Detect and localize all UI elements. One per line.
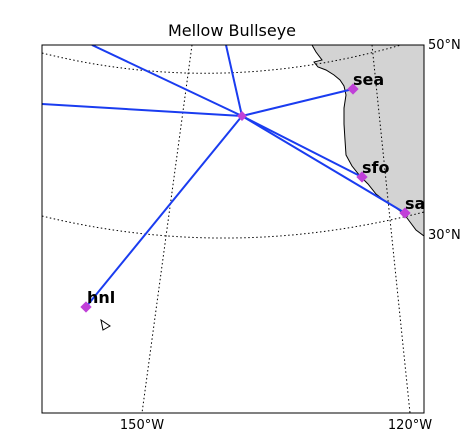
city-label-san: san [405,194,437,213]
route-line-north [225,45,243,117]
city-marker-sfo [356,171,368,183]
route-line-west [42,103,243,117]
route-line-hnl [85,115,243,308]
graticule-lat-30 [42,211,424,239]
routes-layer [42,45,406,308]
map-title: Mellow Bullseye [168,21,296,40]
lat-label-30: 30°N [428,228,461,243]
lat-label-50: 50°N [428,38,461,53]
land-mass [311,45,424,237]
city-label-sea: sea [353,70,384,89]
lon-label-120: 120°W [388,418,432,433]
city-label-hnl: hnl [87,288,115,307]
route-line-northwest [91,45,243,117]
route-line-san [241,115,406,214]
lon-label-150: 150°W [120,418,164,433]
city-label-sfo: sfo [362,158,389,177]
graticule-lon-120 [371,45,411,413]
map-frame [41,44,425,414]
graticule-lon-150 [141,45,193,413]
island [100,318,111,331]
route-line-sfo [241,115,363,178]
hub-marker [237,111,247,121]
city-marker-san [399,207,411,219]
route-line-sea [241,88,354,117]
